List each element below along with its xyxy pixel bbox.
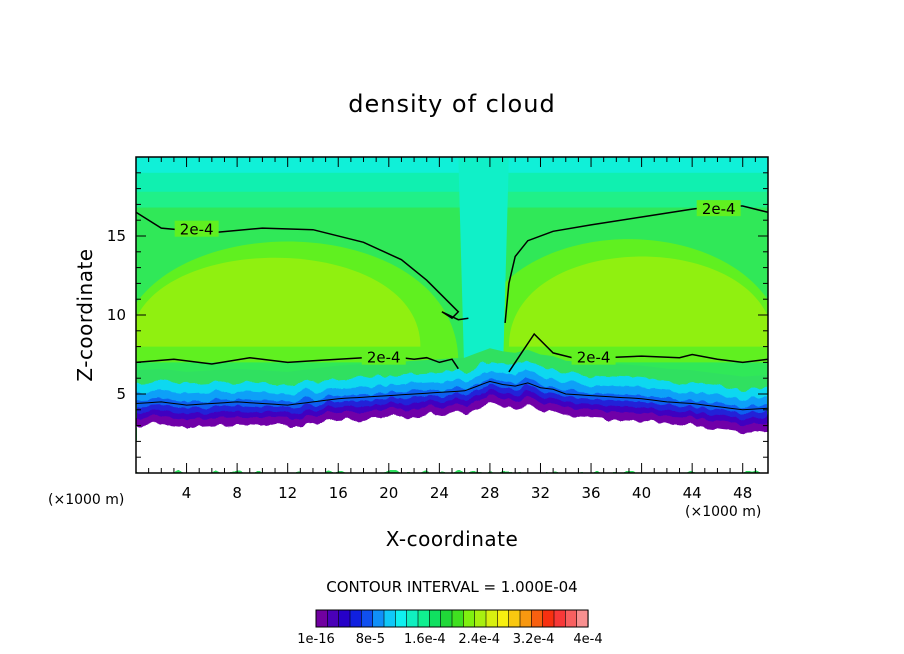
contour-label: 2e-4 <box>702 200 736 218</box>
colorbar <box>315 609 589 628</box>
y-axis-label: Z-coordinate <box>73 248 97 381</box>
colorbar-swatch <box>429 609 442 628</box>
contour-line <box>136 211 469 321</box>
colorbar-swatch <box>349 609 362 628</box>
plot-area <box>136 157 768 473</box>
y-axis: 5 10 15 <box>107 172 768 458</box>
contour-label-bg <box>174 220 219 237</box>
colorbar-label: 4e-4 <box>573 632 602 647</box>
y-tick-label: 15 <box>107 227 126 245</box>
right-lobe-inner <box>508 256 768 347</box>
x-axis-label: X-coordinate <box>386 527 519 551</box>
contour-label: 2e-4 <box>367 349 401 367</box>
colorbar-label: 1e-16 <box>297 632 335 647</box>
colorbar-swatch <box>508 609 521 628</box>
central-channel <box>458 157 509 387</box>
colorbar-swatch <box>485 609 498 628</box>
colorbar-swatch <box>338 609 351 628</box>
colorbar-swatch <box>406 609 419 628</box>
contour-line <box>136 355 459 370</box>
colorbar-swatch <box>497 609 510 628</box>
x-tick-label: 24 <box>430 484 449 502</box>
contour-label: 2e-4 <box>180 221 214 239</box>
y-tick-label: 5 <box>116 385 126 403</box>
x-tick-label: 12 <box>278 484 297 502</box>
colorbar-frame <box>315 609 589 628</box>
colorbar-swatch <box>440 609 453 628</box>
colorbar-swatch <box>531 609 544 628</box>
colorbar-label: 3.2e-4 <box>513 632 555 647</box>
colorbar-label: 1.6e-4 <box>404 632 446 647</box>
x-tick-label: 16 <box>329 484 348 502</box>
contour-label: 2e-4 <box>577 349 611 367</box>
colorbar-label: 2.4e-4 <box>458 632 500 647</box>
colorbar-swatch <box>315 609 328 628</box>
colorbar-swatch <box>395 609 408 628</box>
colorbar-swatch <box>463 609 476 628</box>
colorbar-swatch <box>542 609 555 628</box>
contour-line <box>508 332 768 373</box>
colorbar-swatch <box>565 609 578 628</box>
x-axis: 4 8 12 16 20 24 28 32 36 40 44 48 <box>148 157 756 502</box>
colorbar-labels: 1e-16 8e-5 1.6e-4 2.4e-4 3.2e-4 4e-4 <box>297 632 602 647</box>
x-tick-label: 28 <box>480 484 499 502</box>
colorbar-label: 8e-5 <box>356 632 385 647</box>
chart-title: density of cloud <box>348 90 555 118</box>
contour-line-base <box>136 380 768 411</box>
contour-label-bg <box>361 348 406 365</box>
colorbar-swatch <box>327 609 340 628</box>
x-tick-label: 48 <box>733 484 752 502</box>
left-lobe-inner <box>136 257 421 347</box>
colorbar-swatch <box>519 609 532 628</box>
x-unit-label: (×1000 m) <box>48 492 124 508</box>
cloud-base-bands <box>136 360 768 473</box>
colorbar-swatch <box>451 609 464 628</box>
y-tick-label: 10 <box>107 306 126 324</box>
x-tick-label: 40 <box>632 484 651 502</box>
contour-label-bg <box>696 200 741 217</box>
colorbar-swatch <box>576 609 589 628</box>
colorbar-swatch <box>553 609 566 628</box>
contour-label-bg <box>571 348 616 365</box>
colorbar-swatch <box>474 609 487 628</box>
x-tick-label: 4 <box>182 484 192 502</box>
x-tick-label: 36 <box>581 484 600 502</box>
x-tick-label: 8 <box>232 484 242 502</box>
x-tick-label: 44 <box>683 484 702 502</box>
clear-air <box>136 403 768 473</box>
colorbar-swatch <box>361 609 374 628</box>
colorbar-swatch <box>417 609 430 628</box>
contour-labels: 2e-4 2e-4 2e-4 2e-4 <box>174 200 741 367</box>
contour-interval-text: CONTOUR INTERVAL = 1.000E-04 <box>326 578 577 596</box>
x-tick-label: 20 <box>379 484 398 502</box>
colorbar-swatch <box>372 609 385 628</box>
x-unit-label-right: (×1000 m) <box>685 504 761 520</box>
x-tick-label: 32 <box>531 484 550 502</box>
colorbar-swatch <box>383 609 396 628</box>
